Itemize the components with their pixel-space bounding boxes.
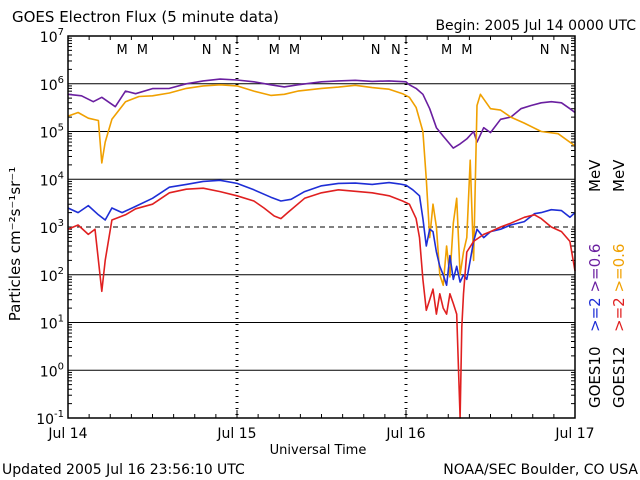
- y-tick-label: 10-1: [36, 409, 64, 428]
- legend-goes12-series: >=2 >=0.6: [610, 244, 628, 332]
- marker-m: M: [461, 43, 472, 58]
- marker-n: N: [371, 43, 381, 58]
- chart-title: GOES Electron Flux (5 minute data): [12, 8, 279, 26]
- y-tick-label: 101: [40, 314, 64, 333]
- x-tick-label: Jul 16: [385, 426, 425, 442]
- updated-timestamp: Updated 2005 Jul 16 23:56:10 UTC: [2, 462, 245, 478]
- legend-goes10-series: >=2 >=0.6: [586, 244, 604, 332]
- marker-n: N: [222, 43, 232, 58]
- x-tick-label: Jul 15: [216, 426, 256, 442]
- marker-m: M: [289, 43, 300, 58]
- legend: GOES10 GOES12 >=2 >=0.6 >=2 >=0.6 MeV Me…: [586, 159, 628, 408]
- marker-m: M: [137, 43, 148, 58]
- begin-date: Begin: 2005 Jul 14 0000 UTC: [435, 18, 636, 34]
- x-axis-label: Universal Time: [270, 443, 367, 458]
- legend-series-label: >=0.6: [586, 244, 604, 298]
- legend-mev-top: MeV: [586, 159, 604, 192]
- marker-m: M: [116, 43, 127, 58]
- series-line: [67, 179, 576, 287]
- legend-series-label: >=2: [586, 297, 604, 332]
- y-tick-label: 100: [40, 361, 64, 380]
- legend-goes12: GOES12: [610, 346, 628, 408]
- y-axis-label: Particles cm⁻²s⁻¹sr⁻¹: [6, 167, 24, 321]
- source-credit: NOAA/SEC Boulder, CO USA: [443, 462, 638, 478]
- series-line: [67, 84, 576, 287]
- y-tick-label: 104: [40, 170, 64, 189]
- marker-n: N: [202, 43, 212, 58]
- marker-m: M: [441, 43, 452, 58]
- y-tick-label: 103: [40, 218, 64, 237]
- y-tick-label: 102: [40, 266, 64, 285]
- legend-series-label: >=2: [610, 297, 628, 332]
- marker-n: N: [560, 43, 570, 58]
- marker-m: M: [269, 43, 280, 58]
- legend-series-label: >=0.6: [610, 244, 628, 298]
- x-tick-label: Jul 17: [554, 426, 594, 442]
- y-tick-label: 107: [40, 27, 64, 46]
- legend-goes10: GOES10: [586, 346, 604, 408]
- series-line: [67, 187, 576, 419]
- y-tick-label: 106: [40, 75, 64, 94]
- marker-n: N: [391, 43, 401, 58]
- marker-n: N: [540, 43, 550, 58]
- legend-mev-bottom: MeV: [610, 159, 628, 192]
- y-tick-label: 105: [40, 123, 64, 142]
- x-tick-label: Jul 14: [47, 426, 87, 442]
- series-line: [67, 78, 576, 149]
- plot-frame: [67, 35, 576, 419]
- plot-area: M M N N M M N N M M N N10-1100101102103104105106107…: [36, 27, 594, 442]
